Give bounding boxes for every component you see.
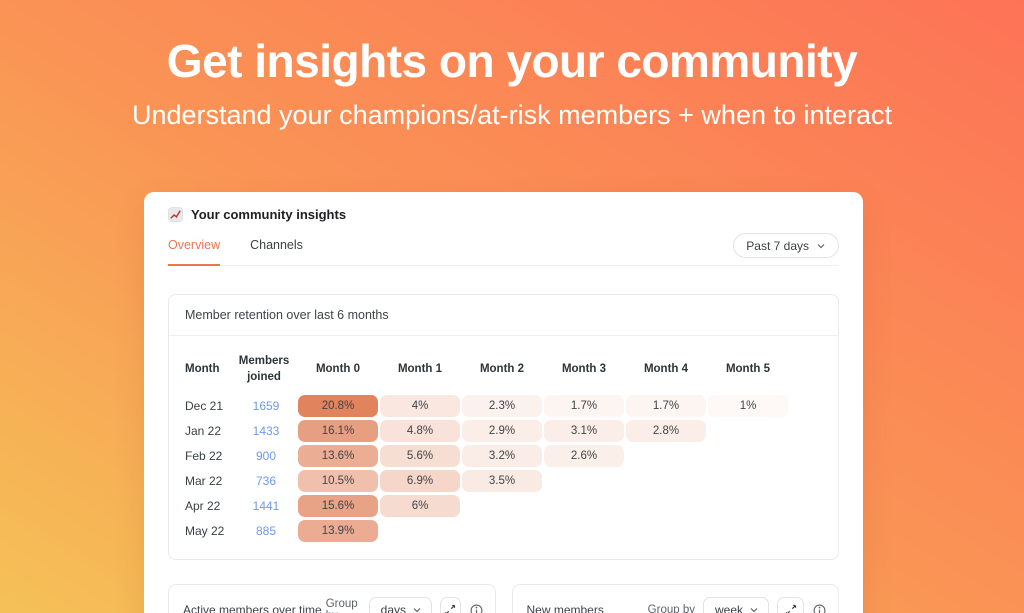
expand-icon [444, 604, 456, 613]
page-subtitle: Understand your champions/at-risk member… [131, 100, 893, 130]
column-header: Month 3 [561, 362, 607, 375]
retention-cell: 20.8% [298, 394, 378, 417]
community-insights-panel: Your community insights Overview Channel… [144, 192, 863, 613]
column-header: Month 0 [315, 362, 361, 375]
retention-cell: 16.1% [298, 419, 378, 442]
chart-title: New members [526, 603, 604, 613]
row-month-label: Dec 21 [185, 398, 224, 413]
panel-header: Your community insights [168, 192, 839, 222]
tab-bar: Overview Channels Past 7 days [168, 233, 839, 266]
new-members-chart-header: New members Group by week [513, 585, 839, 613]
new-members-chart-card: New members Group by week [511, 584, 839, 613]
row-month-label: Feb 22 [185, 448, 223, 463]
table-row: Feb 22 900 13.6% 5.6% 3.2% 2.6% [185, 443, 822, 468]
date-range-label: Past 7 days [746, 238, 809, 253]
tab-channels[interactable]: Channels [250, 238, 303, 252]
members-joined-link[interactable]: 1659 [252, 398, 280, 413]
retention-cell: 2.6% [544, 444, 624, 467]
retention-cell: 2.8% [626, 419, 706, 442]
column-header: Month 1 [397, 362, 443, 375]
retention-cell: 13.6% [298, 444, 378, 467]
hero-section: Get insights on your community Understan… [0, 34, 1024, 131]
tab-overview[interactable]: Overview [168, 238, 221, 266]
retention-card: Member retention over last 6 months Mont… [168, 294, 839, 561]
retention-cell: 13.9% [298, 519, 378, 542]
retention-cell: 2.3% [462, 394, 542, 417]
table-row: Dec 21 1659 20.8% 4% 2.3% 1.7% 1.7% 1% [185, 393, 822, 418]
chevron-down-icon [816, 241, 826, 251]
retention-cell: 6% [380, 494, 460, 517]
group-by-select-days[interactable]: days [368, 597, 433, 613]
retention-cell: 5.6% [380, 444, 460, 467]
chart-increasing-icon [168, 207, 183, 222]
expand-button[interactable] [440, 597, 461, 613]
table-row: Mar 22 736 10.5% 6.9% 3.5% [185, 468, 822, 493]
members-joined-link[interactable]: 900 [255, 448, 277, 463]
column-header: Month 2 [479, 362, 525, 375]
expand-icon [785, 604, 797, 613]
row-month-label: May 22 [185, 523, 225, 538]
chart-title: Active members over time [183, 603, 322, 613]
column-header: Month 4 [643, 362, 689, 375]
retention-cell: 2.9% [462, 419, 542, 442]
retention-cell: 1.7% [626, 394, 706, 417]
retention-table-header: Month Members joined Month 0 Month 1 Month 2… [185, 344, 822, 393]
group-by-value: days [380, 603, 407, 613]
table-row: May 22 885 13.9% [185, 518, 822, 543]
expand-button[interactable] [777, 597, 804, 613]
info-icon[interactable] [813, 604, 826, 613]
active-members-chart-header: Active members over time Group by days [169, 585, 495, 613]
members-joined-link[interactable]: 885 [255, 523, 277, 538]
group-by-select-week[interactable]: week [702, 597, 769, 613]
members-joined-link[interactable]: 736 [255, 473, 277, 488]
active-members-chart-card: Active members over time Group by days [168, 584, 496, 613]
retention-cell: 1.7% [544, 394, 624, 417]
row-month-label: Mar 22 [185, 473, 223, 488]
retention-table: Month Members joined Month 0 Month 1 Month 2… [169, 336, 838, 559]
info-icon[interactable] [470, 604, 483, 613]
panel-title: Your community insights [191, 207, 347, 222]
retention-cell: 3.2% [462, 444, 542, 467]
retention-cell: 3.1% [544, 419, 624, 442]
retention-cell: 4% [380, 394, 460, 417]
date-range-button[interactable]: Past 7 days [733, 233, 839, 258]
chevron-down-icon [412, 605, 422, 613]
page-title: Get insights on your community [166, 35, 858, 87]
table-row: Jan 22 1433 16.1% 4.8% 2.9% 3.1% 2.8% [185, 418, 822, 443]
retention-cell: 1% [708, 394, 788, 417]
row-month-label: Apr 22 [185, 498, 221, 513]
retention-card-title: Member retention over last 6 months [169, 295, 838, 336]
column-header: Month 5 [725, 362, 771, 375]
column-header: Members joined [238, 355, 290, 383]
members-joined-link[interactable]: 1433 [252, 423, 280, 438]
chevron-down-icon [749, 605, 759, 613]
mini-charts-row: Active members over time Group by days [168, 584, 839, 613]
retention-cell: 15.6% [298, 494, 378, 517]
group-by-label: Group by [325, 598, 358, 613]
row-month-label: Jan 22 [185, 423, 222, 438]
members-joined-link[interactable]: 1441 [252, 498, 280, 513]
group-by-value: week [714, 603, 743, 613]
retention-cell: 10.5% [298, 469, 378, 492]
retention-cell: 4.8% [380, 419, 460, 442]
table-row: Apr 22 1441 15.6% 6% [185, 493, 822, 518]
retention-cell: 6.9% [380, 469, 460, 492]
retention-cell: 3.5% [462, 469, 542, 492]
group-by-label: Group by [647, 604, 695, 613]
column-header: Month [185, 362, 220, 375]
